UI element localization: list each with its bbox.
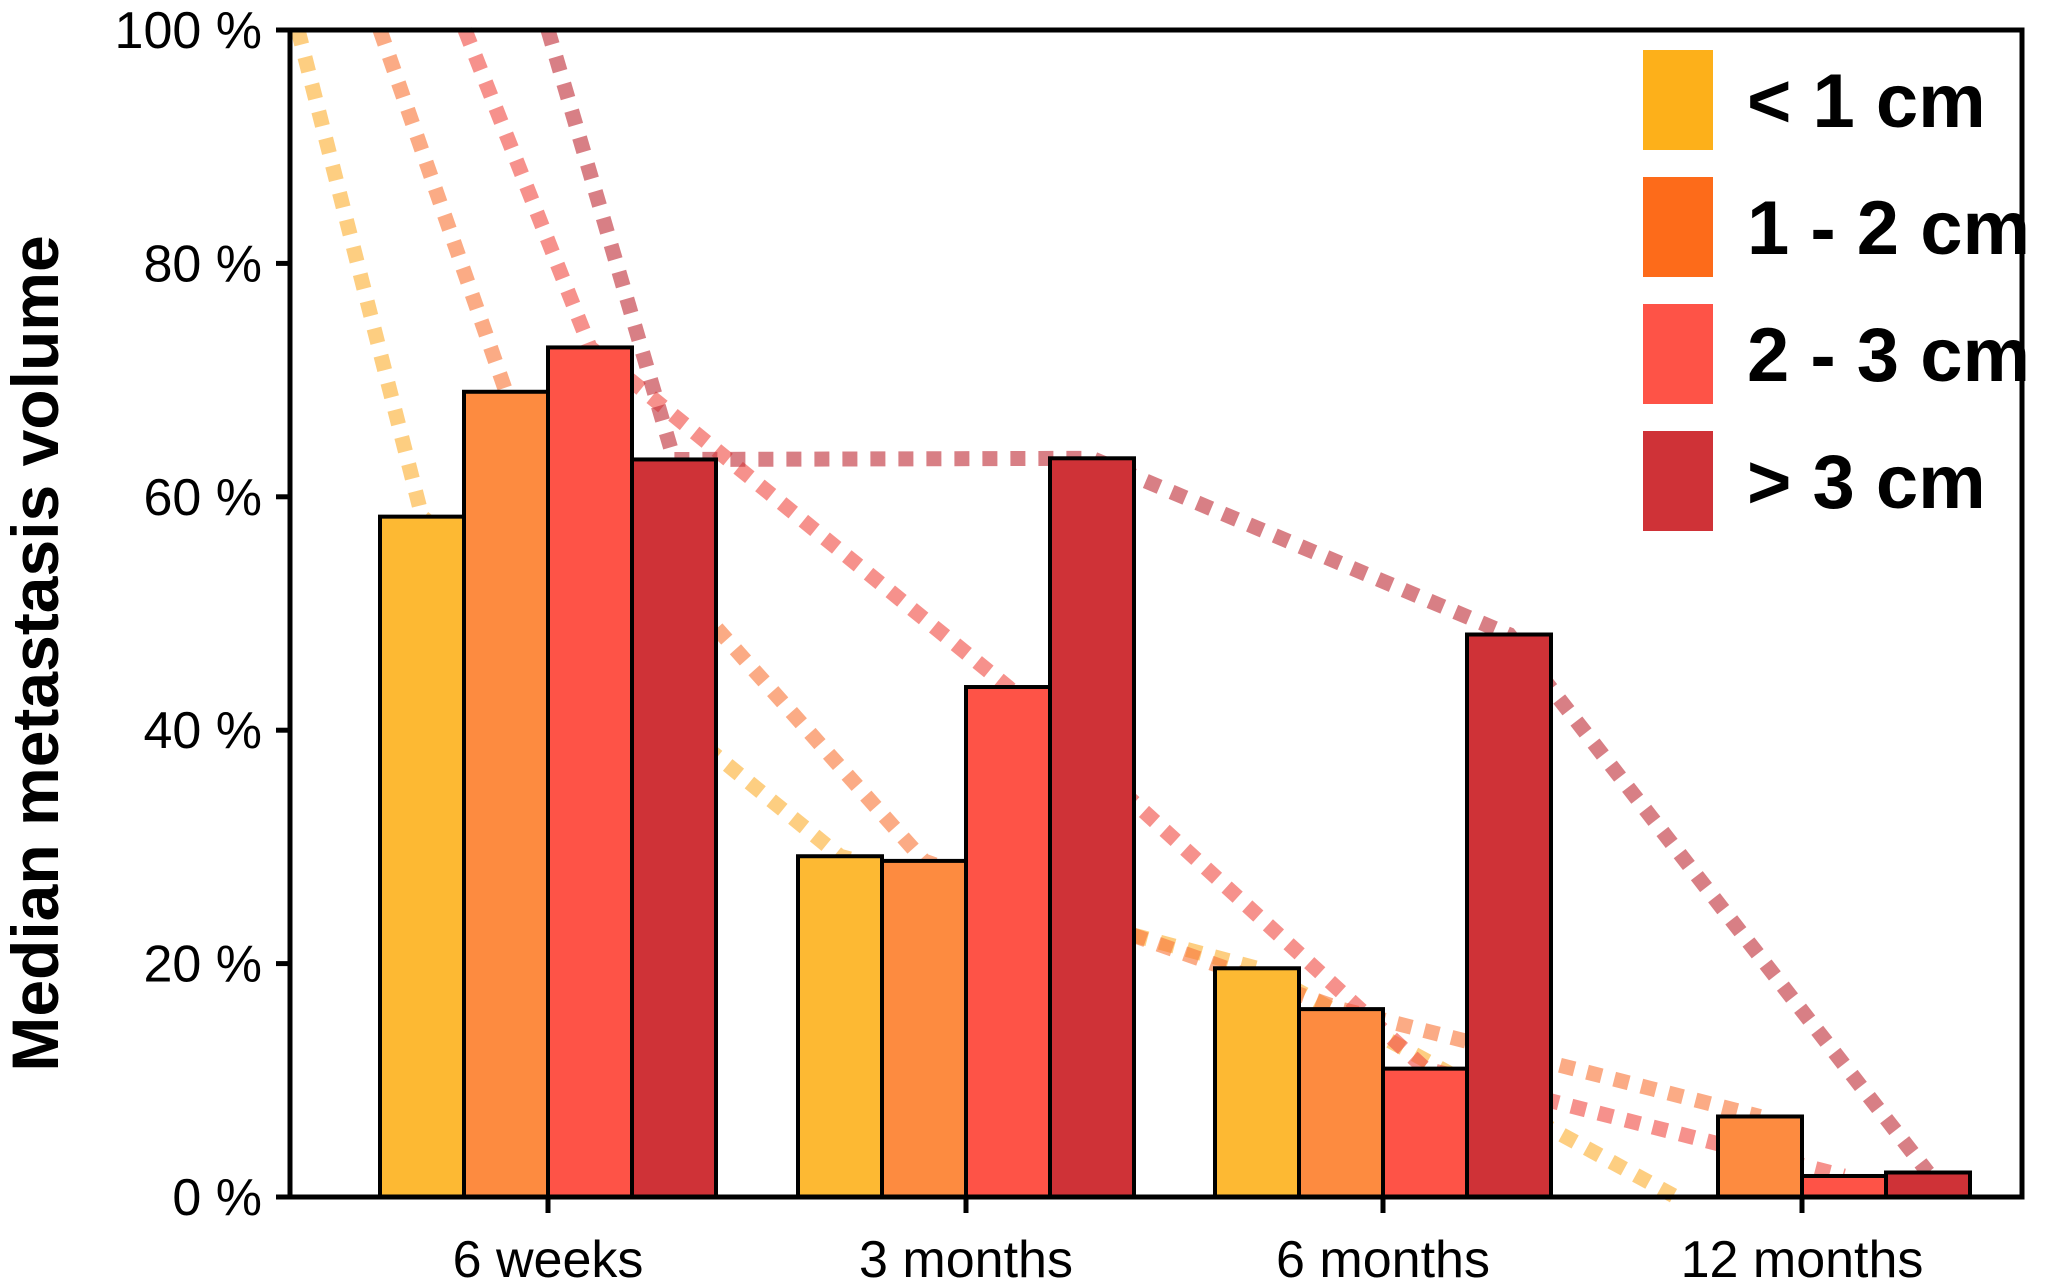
legend-label-1: < 1 cm <box>1747 59 1986 144</box>
y-tick-label: 80 % <box>143 235 262 293</box>
bar-1-3 <box>546 345 634 1199</box>
legend-label-2: 1 - 2 cm <box>1747 186 2030 271</box>
y-axis-label: Median metastasis volume <box>0 235 72 1071</box>
x-tick-label: 6 months <box>1276 1231 1490 1288</box>
y-tick-label: 100 % <box>115 2 262 60</box>
plot-frame <box>287 27 2025 1200</box>
bar-4-4 <box>1884 1170 1972 1200</box>
bar-2-2 <box>880 858 968 1199</box>
legend-label-3: 2 - 3 cm <box>1747 313 2030 398</box>
bar-2-1 <box>796 854 884 1200</box>
y-tick-label: 20 % <box>143 936 262 994</box>
bar-4-2 <box>1716 1114 1804 1200</box>
bar-3-4 <box>1465 632 1553 1199</box>
y-tick-label: 0 % <box>172 1169 262 1227</box>
bar-3-2 <box>1297 1007 1385 1199</box>
bar-3-1 <box>1213 966 1301 1199</box>
bar-1-4 <box>630 457 718 1199</box>
legend-swatch-1 <box>1643 50 1713 150</box>
bar-3-3 <box>1381 1066 1469 1199</box>
bar-1-2 <box>462 389 550 1199</box>
x-tick-label: 12 months <box>1681 1231 1924 1288</box>
bar-2-4 <box>1048 456 1136 1199</box>
x-tick-label: 3 months <box>859 1231 1073 1288</box>
legend-swatch-3 <box>1643 304 1713 404</box>
axes: 0 % 20 % 40 % 60 % 80 % 100 % 6 weeks 3 months 6… <box>115 2 1924 1288</box>
y-tick-label: 60 % <box>143 469 262 527</box>
x-tick-label: 6 weeks <box>453 1231 644 1288</box>
y-tick-label: 40 % <box>143 702 262 760</box>
trend-line-series-4 <box>540 27 1934 1178</box>
legend-label-4: > 3 cm <box>1747 440 1986 525</box>
bar-2-3 <box>964 685 1052 1199</box>
bar-1-1 <box>378 514 466 1199</box>
legend-swatch-4 <box>1643 431 1713 531</box>
legend-swatch-2 <box>1643 177 1713 277</box>
bars <box>378 345 1972 1200</box>
legend: < 1 cm 1 - 2 cm 2 - 3 cm > 3 cm <box>1643 50 2030 531</box>
bar-4-3 <box>1800 1173 1888 1200</box>
